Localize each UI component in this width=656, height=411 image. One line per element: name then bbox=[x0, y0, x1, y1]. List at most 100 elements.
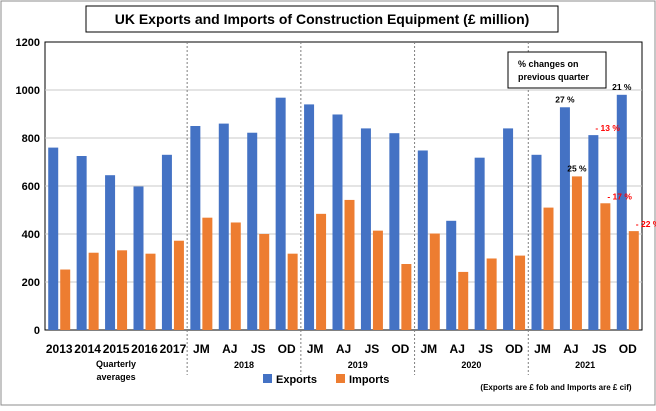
imports-bar bbox=[628, 231, 639, 330]
x-tick-label: JS bbox=[365, 342, 380, 356]
x-tick-label: 2014 bbox=[74, 342, 101, 356]
imports-bar bbox=[117, 250, 128, 330]
imports-bar bbox=[287, 253, 298, 330]
imports-bar bbox=[401, 264, 412, 330]
exports-bar bbox=[304, 104, 315, 331]
imports-bar bbox=[372, 230, 383, 330]
imports-bar bbox=[458, 271, 469, 330]
imports-bar bbox=[259, 234, 270, 330]
imports-bar bbox=[429, 233, 440, 330]
x-tick-label: JM bbox=[534, 342, 551, 356]
imports-bar bbox=[486, 258, 497, 330]
legend-label: Imports bbox=[349, 374, 389, 386]
imports-bar bbox=[230, 222, 241, 330]
y-tick-label: 1200 bbox=[16, 37, 40, 49]
x-tick-label: AJ bbox=[222, 342, 237, 356]
x-tick-label: JM bbox=[420, 342, 437, 356]
exports-bar bbox=[275, 97, 286, 331]
x-tick-label: JM bbox=[307, 342, 324, 356]
exports-bar bbox=[48, 147, 59, 330]
bars bbox=[48, 94, 639, 331]
imports-bar bbox=[88, 252, 99, 330]
exports-bar bbox=[588, 135, 599, 330]
exports-bar bbox=[474, 157, 485, 330]
change-annotation: - 22 % bbox=[636, 219, 656, 229]
annotation-box bbox=[507, 51, 607, 89]
legend-label: Exports bbox=[276, 374, 317, 386]
y-tick-label: 200 bbox=[22, 277, 40, 289]
exports-bar bbox=[247, 132, 258, 330]
exports-bar bbox=[161, 154, 172, 330]
group-label: 2018 bbox=[234, 360, 254, 370]
exports-bar bbox=[190, 126, 201, 330]
x-axis-ticks: 2013 2014 2015 2016 2017 JM AJ JS OD JM AJ JS OD JM AJ… bbox=[46, 342, 637, 356]
y-tick-label: 400 bbox=[22, 229, 40, 241]
y-tick-label: 800 bbox=[22, 133, 40, 145]
title-box bbox=[85, 5, 559, 33]
change-annotation: 27 % bbox=[555, 94, 575, 104]
y-axis-ticks: 0 200 400 600 800 1000 1200 bbox=[16, 37, 40, 337]
legend-swatch bbox=[263, 374, 272, 383]
exports-bar bbox=[503, 128, 514, 330]
exports-bar bbox=[105, 175, 116, 330]
x-tick-label: 2015 bbox=[103, 342, 130, 356]
imports-bar bbox=[202, 217, 213, 330]
y-tick-label: 600 bbox=[22, 181, 40, 193]
exports-bar bbox=[332, 114, 343, 330]
imports-bar bbox=[173, 240, 184, 330]
x-tick-label: OD bbox=[278, 342, 296, 356]
change-annotation: 25 % bbox=[567, 163, 587, 173]
exports-bar bbox=[133, 186, 144, 330]
imports-bar bbox=[145, 253, 156, 330]
x-tick-label: 2017 bbox=[160, 342, 187, 356]
y-tick-label: 1000 bbox=[16, 85, 40, 97]
imports-bar bbox=[571, 176, 582, 330]
gridlines bbox=[45, 89, 642, 283]
footnote: (Exports are £ fob and Imports are £ cif… bbox=[480, 383, 631, 392]
exports-bar bbox=[616, 94, 627, 330]
x-tick-label: AJ bbox=[563, 342, 578, 356]
imports-bar bbox=[515, 255, 526, 330]
annotations: 27 % 21 % - 13 % 25 % - 17 % - 22 % bbox=[555, 82, 656, 229]
imports-bar bbox=[316, 213, 327, 330]
imports-bar bbox=[344, 199, 355, 330]
change-annotation: - 17 % bbox=[607, 191, 632, 201]
imports-bar bbox=[600, 203, 611, 330]
change-annotation: 21 % bbox=[612, 82, 632, 92]
exports-bar bbox=[76, 156, 87, 330]
group-label: Quarterly averages bbox=[96, 359, 136, 382]
exports-bar bbox=[218, 123, 229, 330]
x-tick-label: OD bbox=[505, 342, 523, 356]
x-tick-label: JS bbox=[592, 342, 607, 356]
exports-bar bbox=[559, 107, 570, 330]
annotation-box-text: % changes on previous quarter bbox=[518, 59, 590, 82]
x-tick-label: OD bbox=[619, 342, 637, 356]
exports-bar bbox=[446, 220, 457, 330]
x-tick-label: JS bbox=[251, 342, 266, 356]
x-tick-label: 2013 bbox=[46, 342, 73, 356]
exports-bar bbox=[417, 150, 428, 330]
x-tick-label: JS bbox=[478, 342, 493, 356]
y-tick-label: 0 bbox=[34, 325, 40, 337]
group-label: 2021 bbox=[575, 360, 595, 370]
group-label: 2020 bbox=[461, 360, 481, 370]
x-tick-label: AJ bbox=[450, 342, 465, 356]
x-tick-label: 2016 bbox=[131, 342, 158, 356]
chart-title: UK Exports and Imports of Construction E… bbox=[115, 11, 530, 27]
x-tick-label: JM bbox=[193, 342, 210, 356]
x-tick-label: AJ bbox=[336, 342, 351, 356]
exports-bar bbox=[360, 128, 371, 330]
group-label: 2019 bbox=[348, 360, 368, 370]
legend: Exports Imports bbox=[263, 374, 389, 386]
exports-bar bbox=[389, 133, 400, 330]
change-annotation: - 13 % bbox=[595, 123, 620, 133]
group-labels: Quarterly averages 2018 2019 2020 2021 bbox=[96, 359, 595, 382]
legend-swatch bbox=[336, 374, 345, 383]
imports-bar bbox=[543, 207, 554, 330]
x-tick-label: OD bbox=[391, 342, 409, 356]
exports-bar bbox=[531, 154, 542, 330]
group-separators bbox=[186, 42, 529, 375]
imports-bar bbox=[60, 269, 71, 330]
